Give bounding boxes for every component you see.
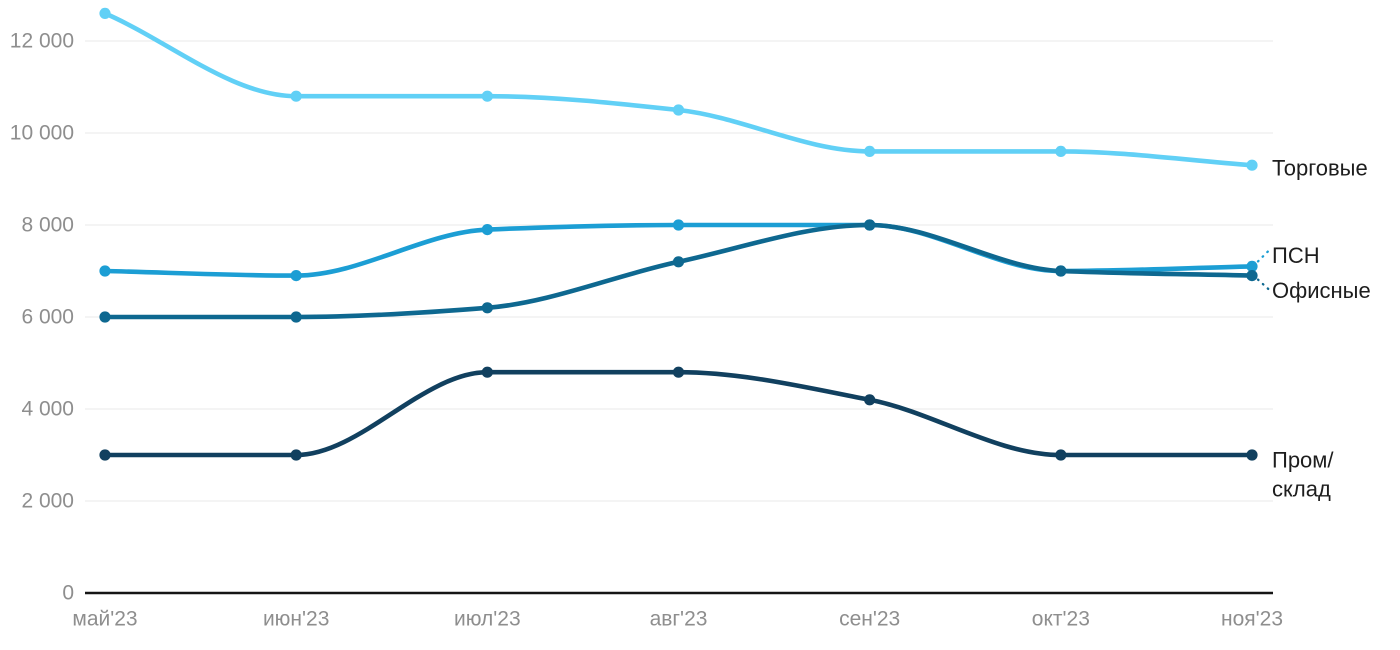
x-tick-label: ноя'23 <box>1221 608 1283 631</box>
y-tick-label: 10 000 <box>10 122 74 145</box>
series-point <box>1055 145 1067 157</box>
series-path <box>102 222 1255 320</box>
series-point <box>290 449 302 461</box>
series-point <box>290 90 302 102</box>
series-point <box>99 311 111 323</box>
series-point <box>481 366 493 378</box>
leader-line <box>1256 278 1271 291</box>
series-point <box>99 7 111 20</box>
series-point <box>672 256 685 268</box>
series-point <box>99 449 111 461</box>
y-tick-label: 12 000 <box>10 30 74 53</box>
y-tick-label: 6 000 <box>21 306 74 329</box>
series-path <box>102 11 1255 168</box>
series-point <box>1246 449 1258 461</box>
series-point <box>672 366 685 378</box>
y-tick-label: 4 000 <box>21 398 74 421</box>
series-point <box>672 104 685 116</box>
series-point <box>1246 260 1258 272</box>
series-end-label: Пром/ <box>1272 448 1334 473</box>
series-end-label: склад <box>1272 477 1331 502</box>
x-tick-label: июл'23 <box>454 608 521 631</box>
series-path <box>102 369 1255 458</box>
series-end-label: Торговые <box>1272 156 1368 181</box>
series-point <box>99 265 111 277</box>
series-point <box>1246 159 1258 171</box>
y-tick-label: 2 000 <box>21 490 74 513</box>
series-point <box>481 302 493 314</box>
x-tick-label: окт'23 <box>1032 608 1090 631</box>
y-tick-label: 8 000 <box>21 214 74 237</box>
x-tick-label: июн'23 <box>263 608 329 631</box>
series-point <box>290 311 302 323</box>
y-tick-label: 0 <box>62 582 74 605</box>
x-tick-label: май'23 <box>72 608 137 631</box>
series-point <box>864 145 876 157</box>
series-point <box>672 219 685 231</box>
series-end-label: ПСН <box>1272 243 1320 268</box>
series-point <box>1055 449 1067 461</box>
leader-line <box>1256 249 1271 263</box>
series-point <box>864 394 876 406</box>
series-point <box>481 90 493 102</box>
series-point <box>290 270 302 282</box>
series-path <box>102 222 1255 278</box>
series-point <box>481 224 493 236</box>
series-point <box>864 219 876 231</box>
series-end-label: Офисные <box>1272 278 1371 303</box>
series-point <box>1246 270 1258 282</box>
series-point <box>1055 265 1067 277</box>
x-tick-label: авг'23 <box>650 608 708 631</box>
x-tick-label: сен'23 <box>839 608 900 631</box>
